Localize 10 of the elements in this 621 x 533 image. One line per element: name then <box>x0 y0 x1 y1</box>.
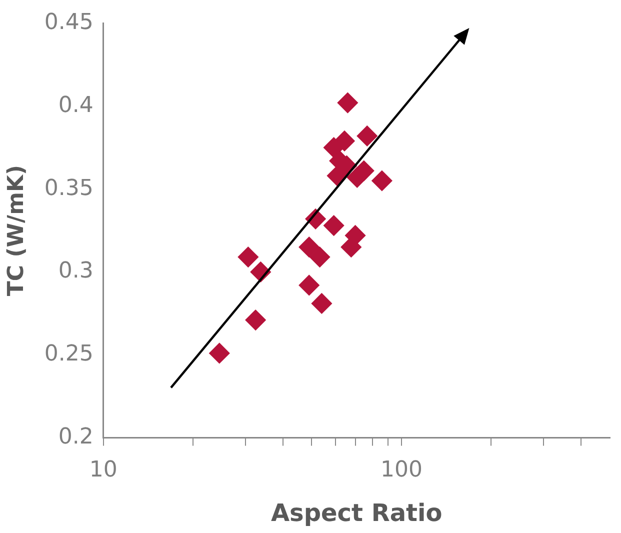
x-axis-title: Aspect Ratio <box>270 498 442 527</box>
y-tick-label: 0.45 <box>44 10 94 35</box>
x-tick-label: 100 <box>380 458 422 483</box>
y-tick-label: 0.35 <box>44 176 94 201</box>
x-tick-label: 10 <box>89 458 118 483</box>
y-tick-label: 0.2 <box>58 424 94 450</box>
y-tick-label: 0.4 <box>58 92 94 118</box>
y-tick-label: 0.25 <box>44 342 94 367</box>
y-axis-title: TC (W/mK) <box>4 164 29 296</box>
y-tick-label: 0.3 <box>58 258 94 284</box>
